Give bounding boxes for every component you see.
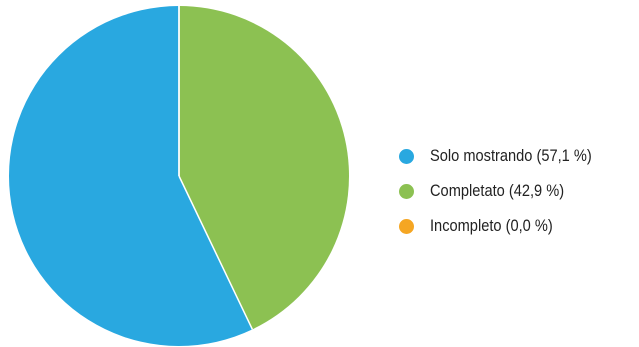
- slice-divider-1: [178, 175, 254, 330]
- pie-slice-completato[interactable]: [179, 6, 349, 330]
- legend-marker-completato: [399, 183, 414, 199]
- legend-label-completato: Completato (42,9 %): [430, 181, 565, 200]
- legend-marker-solo-mostrando: [399, 148, 414, 164]
- chart-legend: Solo mostrando (57,1 %) Completato (42,9…: [399, 145, 618, 237]
- legend-label-incompleto: Incompleto (0,0 %): [430, 216, 553, 235]
- legend-marker-incompleto: [399, 218, 414, 234]
- legend-item-solo-mostrando[interactable]: Solo mostrando (57,1 %): [399, 145, 618, 167]
- legend-label-solo-mostrando: Solo mostrando (57,1 %): [430, 146, 592, 165]
- pie-slice-solo-mostrando[interactable]: [8, 6, 253, 347]
- legend-item-incompleto[interactable]: Incompleto (0,0 %): [399, 215, 618, 237]
- legend-item-completato[interactable]: Completato (42,9 %): [399, 180, 618, 202]
